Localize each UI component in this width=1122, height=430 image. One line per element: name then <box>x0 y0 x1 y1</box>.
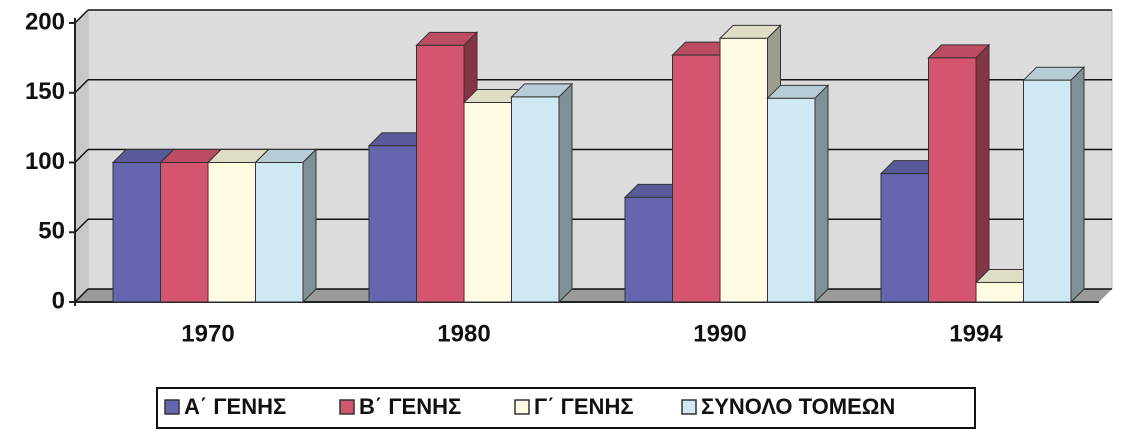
legend-swatch <box>681 399 697 415</box>
legend-label: ΣΥΝΟΛΟ ΤΟΜΕΩΝ <box>701 394 895 419</box>
bar-front <box>416 44 465 303</box>
y-tick-label: 150 <box>25 78 65 105</box>
bar-side <box>558 82 573 304</box>
bar-front <box>767 97 816 303</box>
bar-side <box>302 148 317 304</box>
bar-side <box>975 43 990 304</box>
grid-line-side <box>74 288 89 303</box>
x-tick-label: 1980 <box>437 320 490 347</box>
bar-side <box>814 84 829 304</box>
bar-front <box>255 162 304 303</box>
bar <box>510 82 574 304</box>
x-tick-label: 1990 <box>693 320 746 347</box>
legend-label: Γ΄ ΓΕΝΗΣ <box>534 394 634 419</box>
bar-front <box>112 162 161 303</box>
bar <box>766 84 830 304</box>
legend-swatch <box>514 399 530 415</box>
x-tick-label: 1994 <box>949 320 1003 347</box>
bar <box>1022 65 1086 304</box>
bar-front <box>207 162 256 303</box>
legend-box <box>156 387 976 429</box>
legend-swatch <box>164 399 180 415</box>
bar <box>927 43 991 304</box>
x-tick-label: 1970 <box>181 320 234 347</box>
bar-front <box>672 54 721 303</box>
bar-front <box>880 173 929 303</box>
bar-front <box>160 162 209 303</box>
grid-line-side <box>74 148 89 164</box>
bar-front <box>368 145 417 303</box>
bar-front <box>975 281 1024 303</box>
grid-line-side <box>74 79 89 94</box>
grid-line-side <box>74 9 89 24</box>
floor <box>75 289 1112 302</box>
y-tick-label: 200 <box>25 8 65 35</box>
grid-line-side <box>74 218 89 233</box>
bar <box>254 148 318 304</box>
legend-swatch <box>339 399 355 415</box>
legend-label: Β΄ ΓΕΝΗΣ <box>359 394 461 419</box>
y-tick-label: 0 <box>52 287 65 314</box>
y-tick-label: 100 <box>25 148 65 175</box>
bar-front <box>928 57 977 303</box>
bar-front <box>1023 79 1072 303</box>
bar-front <box>463 102 512 303</box>
bar-side <box>1070 65 1085 304</box>
bar-front <box>624 196 673 303</box>
y-tick-label: 50 <box>38 218 65 245</box>
bar-front <box>511 96 560 303</box>
bar-front <box>719 37 768 303</box>
legend-label: Α΄ ΓΕΝΗΣ <box>184 394 286 419</box>
legend: Α΄ ΓΕΝΗΣ Β΄ ΓΕΝΗΣ Γ΄ ΓΕΝΗΣ ΣΥΝΟΛΟ ΤΟΜΕΩΝ <box>156 387 976 429</box>
